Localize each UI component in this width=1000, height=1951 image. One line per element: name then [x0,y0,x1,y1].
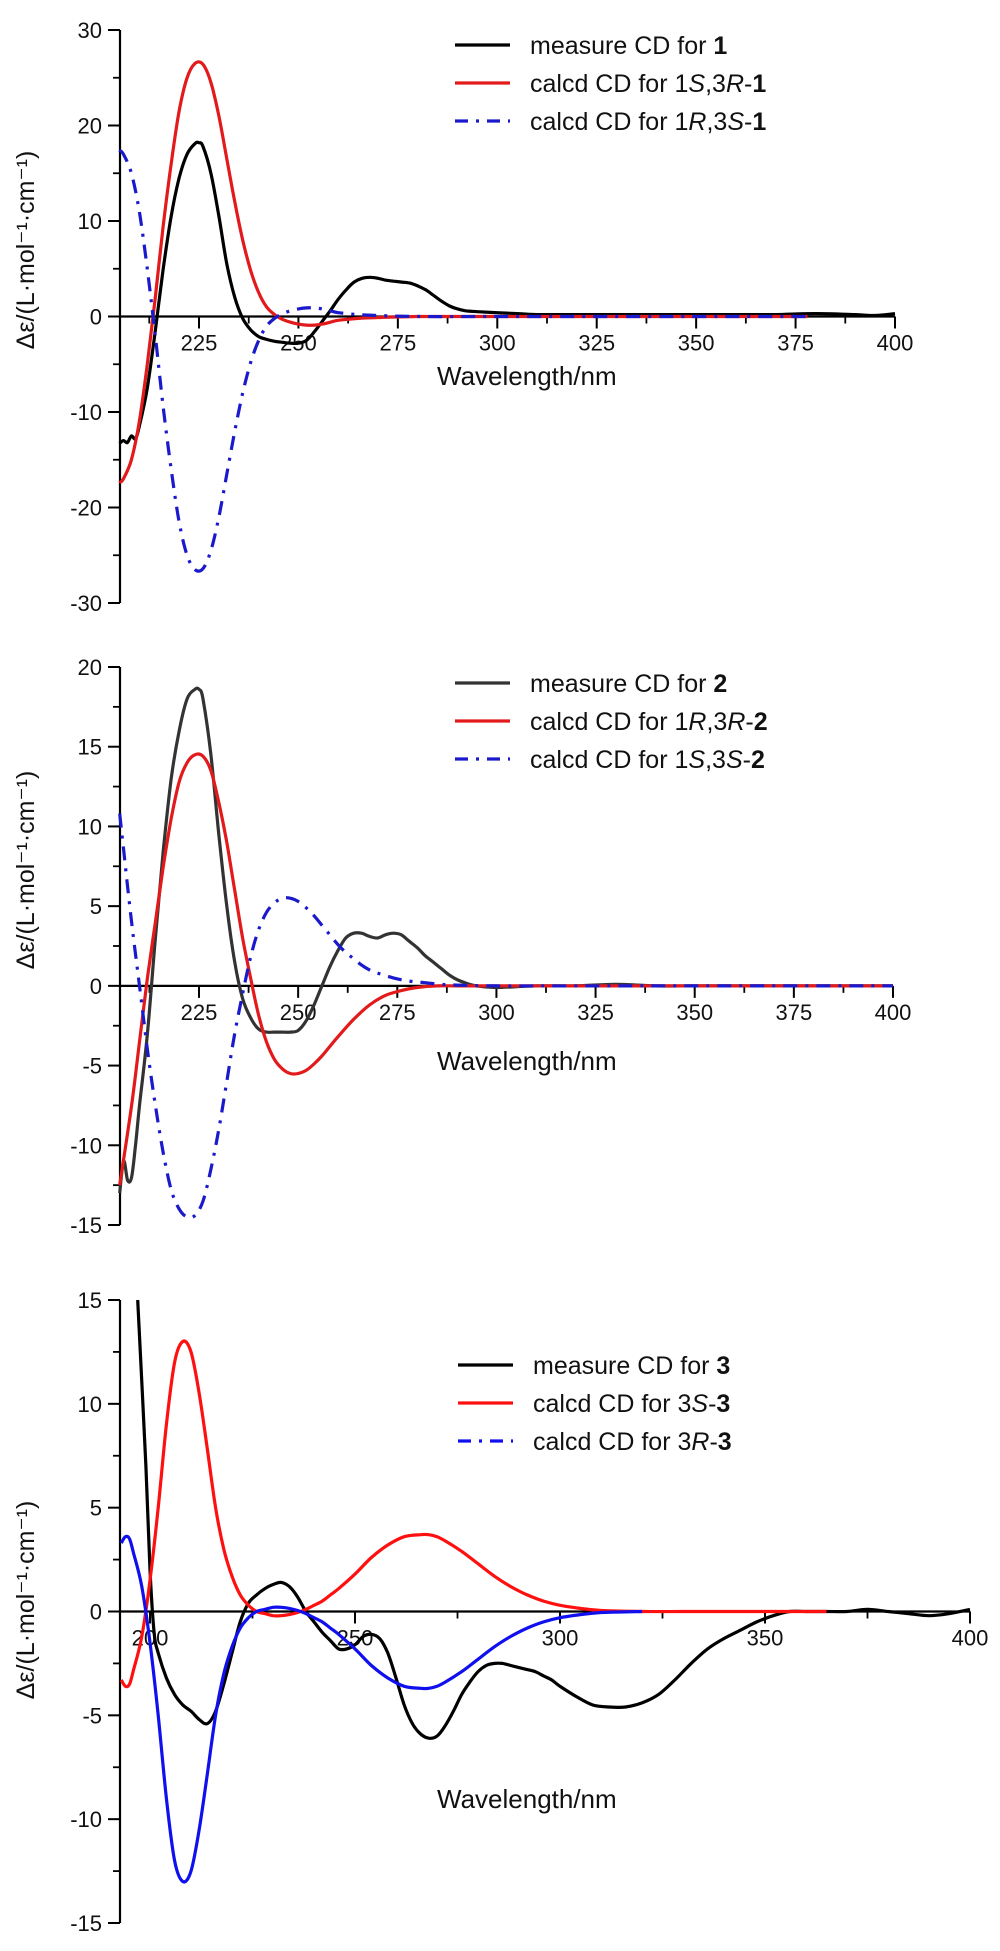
x-tick-label: 350 [678,331,715,356]
y-tick-label: 15 [78,735,102,760]
y-tick-label: -10 [70,1133,102,1158]
x-tick-label: 325 [578,331,615,356]
y-tick-label: 15 [78,1288,102,1313]
x-tick-label: 400 [952,1626,989,1651]
y-tick-label: 20 [78,655,102,680]
x-tick-label: 300 [479,331,516,356]
y-axis-label: Δε/(L·mol⁻¹·cm⁻¹) [12,771,40,970]
y-tick-label: -5 [82,1703,102,1728]
y-tick-label: 5 [90,894,102,919]
x-tick-label: 400 [875,1000,912,1025]
x-axis-label: Wavelength/nm [437,1784,617,1814]
x-tick-label: 375 [777,331,814,356]
y-tick-label: -30 [70,591,102,616]
x-tick-label: 225 [181,331,218,356]
y-tick-label: -10 [70,1807,102,1832]
series-line-3 [118,813,893,1220]
y-tick-label: -15 [70,1911,102,1936]
x-tick-label: 300 [542,1626,579,1651]
legend-entry: calcd CD for 1R,3S-1 [530,108,766,136]
y-axis-label: Δε/(L·mol⁻¹·cm⁻¹) [12,151,40,350]
x-tick-label: 225 [181,1000,218,1025]
legend-entry: measure CD for 1 [530,32,727,60]
y-tick-label: 5 [90,1496,102,1521]
x-tick-label: 350 [747,1626,784,1651]
x-tick-label: 300 [478,1000,515,1025]
x-axis-label: Wavelength/nm [437,1046,617,1076]
x-tick-label: 350 [676,1000,713,1025]
x-tick-label: 275 [379,1000,416,1025]
y-tick-label: 30 [78,18,102,43]
series-line-1 [118,140,896,445]
y-axis-label: Δε/(L·mol⁻¹·cm⁻¹) [12,1501,40,1700]
y-tick-label: 0 [90,974,102,999]
x-tick-label: 325 [577,1000,614,1025]
legend-entry: calcd CD for 1S,3S-2 [530,746,765,774]
series-line-2 [118,60,808,484]
y-tick-label: -20 [70,496,102,521]
y-tick-label: 0 [90,1600,102,1625]
y-tick-label: 10 [78,1392,102,1417]
legend-entry: calcd CD for 3R-3 [533,1428,732,1456]
x-tick-label: 375 [775,1000,812,1025]
series-line-3 [118,149,808,573]
series-line-2 [118,752,893,1186]
legend-entry: calcd CD for 1S,3R-1 [530,70,766,98]
series-line-2 [119,1339,827,1689]
x-axis-label: Wavelength/nm [437,361,617,391]
series-line-1 [136,1299,971,1740]
y-tick-label: 20 [78,114,102,139]
series-line-3 [119,1534,643,1884]
legend-entry: measure CD for 2 [530,670,727,698]
y-tick-label: -5 [82,1054,102,1079]
y-tick-label: 10 [78,209,102,234]
legend-entry: calcd CD for 3S-3 [533,1390,730,1418]
y-tick-label: -15 [70,1213,102,1238]
y-tick-label: 0 [90,305,102,330]
x-tick-label: 400 [877,331,914,356]
y-tick-label: -10 [70,400,102,425]
y-tick-label: 10 [78,814,102,839]
legend-entry: calcd CD for 1R,3R-2 [530,708,768,736]
x-tick-label: 275 [379,331,416,356]
legend-entry: measure CD for 3 [533,1352,730,1380]
series-line-1 [118,686,893,1194]
